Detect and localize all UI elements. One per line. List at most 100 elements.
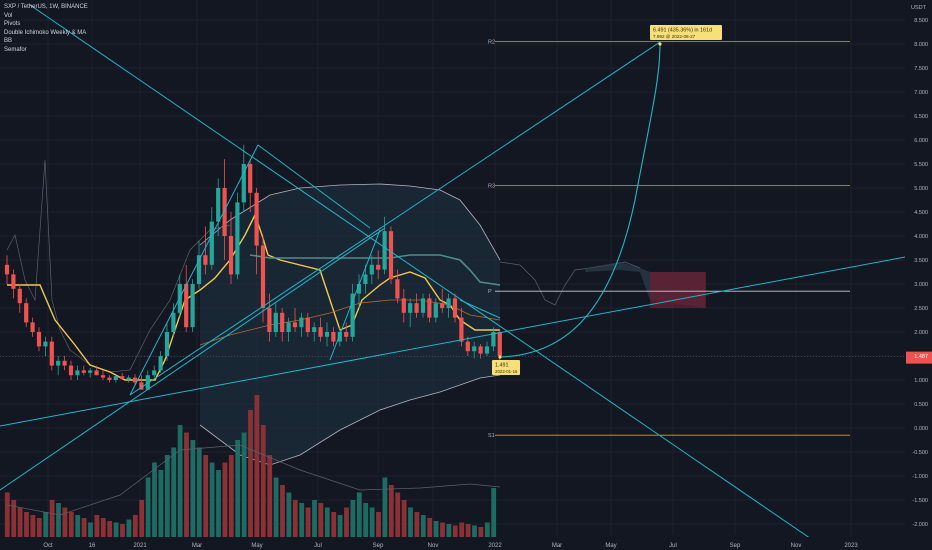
trendline-steep[interactable] [0, 227, 386, 491]
trendline-support[interactable] [0, 251, 932, 427]
legend-semafor[interactable]: Semafor [4, 46, 27, 53]
volume-bar [68, 512, 74, 545]
legend-vol[interactable]: Vol [4, 12, 13, 19]
volume-bar [24, 512, 29, 545]
time-tick-label: Mar [552, 543, 562, 549]
candle-body [408, 303, 413, 313]
volume-bar [452, 525, 458, 545]
volume-bar [241, 432, 247, 545]
candle-body [350, 293, 355, 337]
axis-currency: USDT [911, 5, 927, 11]
candle-body [414, 303, 419, 313]
volume-bar [484, 522, 490, 545]
volume-bar [459, 522, 465, 545]
candle-body [94, 370, 99, 376]
volume-bar [107, 521, 113, 545]
time-tick-label: 2023 [844, 543, 858, 549]
symbol-title[interactable]: SXP / TetherUS, 1W, BINANCE [4, 4, 88, 10]
candle-body [420, 298, 426, 313]
candle-body [216, 188, 221, 222]
price-tick-label: 8.000 [914, 42, 928, 48]
volume-bar [491, 488, 497, 545]
volume-bar [331, 512, 337, 545]
candle-body [43, 341, 48, 347]
candle-body [49, 341, 54, 366]
legend-bb[interactable]: BB [4, 38, 13, 44]
candle-body [158, 356, 163, 371]
candle-body [203, 255, 208, 265]
volume-bar [132, 515, 138, 545]
time-tick-label: May [251, 543, 262, 549]
candle-body [267, 308, 272, 332]
time-tick-label: 16 [89, 543, 96, 549]
legend-ichimoku[interactable]: Double Ichimoko Weekly & MA [4, 29, 87, 36]
candle-body [88, 370, 93, 373]
trendline-target[interactable] [129, 41, 661, 396]
trendline-short[interactable] [459, 299, 501, 319]
candle-body [491, 332, 496, 347]
ichimoku-tenkan [7, 213, 500, 381]
volume-bar [344, 507, 349, 545]
volume-bar [446, 524, 452, 545]
volume-bar [30, 515, 36, 545]
volume-bar [376, 512, 381, 545]
volume-bar [267, 455, 273, 545]
volume-bar [94, 515, 100, 545]
volume-bar [17, 507, 23, 545]
price-tick-label: 3.500 [914, 258, 928, 264]
pivot-label-s1: S1 [488, 433, 495, 439]
volume-bar [152, 462, 157, 545]
volume-bar [414, 512, 420, 545]
candle-body [382, 231, 387, 270]
time-tick-label: Sep [373, 543, 384, 549]
trendline-wedge-top[interactable] [257, 144, 371, 229]
volume-bar [286, 492, 292, 545]
target-dot [658, 42, 662, 46]
price-tick-label: 4.500 [914, 210, 928, 216]
time-tick-label: Mar [192, 543, 202, 549]
volume-bar [36, 518, 42, 545]
volume-bar [145, 477, 151, 545]
volume-bar [196, 447, 202, 545]
candle-body [184, 284, 189, 328]
candle-body [433, 303, 438, 318]
volume-bar [190, 440, 196, 545]
volume-bar [356, 492, 362, 545]
time-tick-label: Oct [43, 543, 53, 549]
candle-body [395, 279, 400, 299]
time-axis[interactable]: Oct 16 2021 Mar May Jul Sep Nov 2022 Mar May Jul Sep… [0, 537, 905, 550]
candle-body [145, 375, 150, 390]
volume-bar [164, 455, 170, 545]
trendline-wedge-right[interactable] [329, 229, 381, 361]
price-tick-label: 7.500 [914, 66, 928, 72]
volume-bar [100, 518, 106, 545]
price-tick-label: 6.000 [914, 138, 928, 144]
price-axis[interactable]: USDT 8.500 8.000 7.500 7.000 6.500 6.000 5.500 5… [905, 0, 932, 550]
trendline-wedge-left[interactable] [129, 144, 259, 396]
volume-bar [299, 503, 305, 545]
price-tick-label: 7.000 [914, 90, 928, 96]
volume-ma [6, 444, 501, 516]
price-tick-label: -1.000 [912, 474, 928, 480]
candle-body [363, 274, 368, 284]
price-tick-label: 8.500 [914, 18, 928, 24]
candle-body [132, 377, 138, 383]
volume-bar [363, 503, 369, 545]
legend-pivots[interactable]: Pivots [4, 21, 21, 27]
price-tick-label: 0.500 [914, 402, 928, 408]
time-tick-label: Jul [669, 543, 677, 549]
candle-body [17, 288, 22, 304]
candle-body [376, 264, 381, 270]
volume-bars [4, 395, 503, 545]
candle-body [452, 298, 458, 318]
trend-lines[interactable] [0, 4, 932, 546]
candle-body [139, 382, 144, 390]
trendline-descending[interactable] [29, 4, 821, 546]
volume-bar [228, 455, 234, 545]
price-tick-label: -2.000 [912, 522, 928, 528]
candle-body [356, 284, 362, 294]
volume-bar [235, 440, 241, 545]
candle-body [331, 332, 336, 342]
projection-curve[interactable] [499, 43, 661, 358]
